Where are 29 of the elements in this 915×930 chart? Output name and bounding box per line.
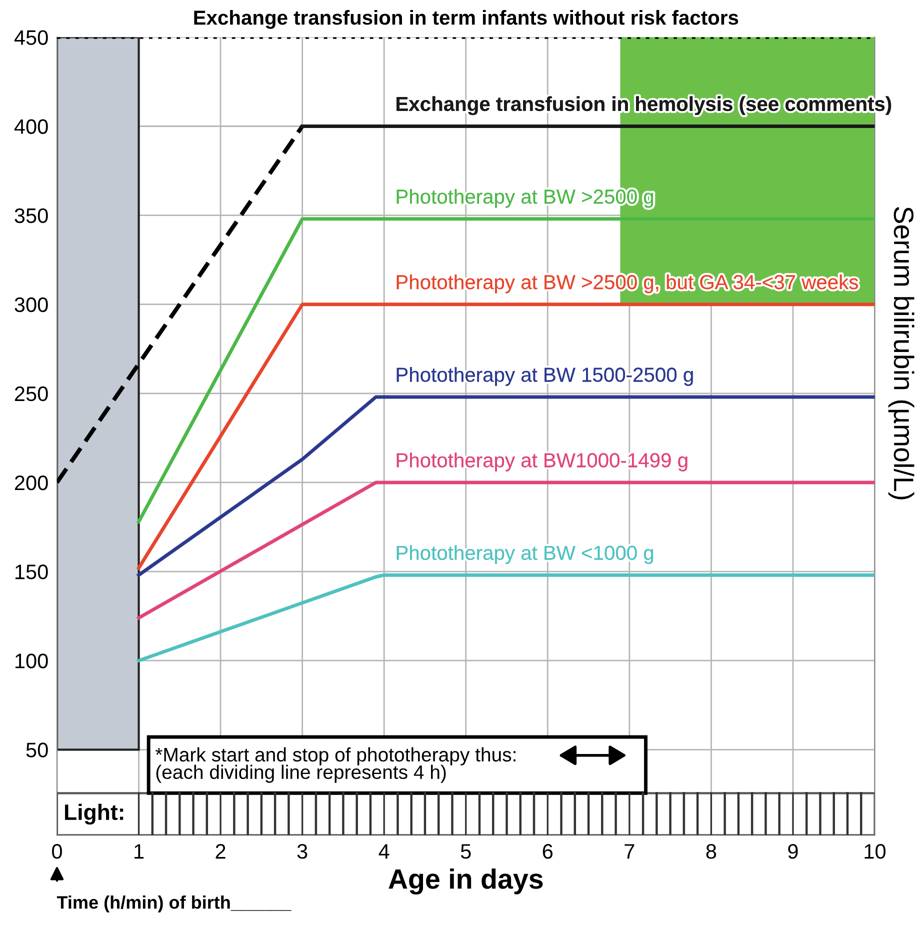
y-tick-label: 100 (16, 654, 48, 668)
y-axis-title: Serum bilirubin (µmol/L) (888, 206, 914, 500)
series-label: Phototherapy at BW <1000 g (396, 545, 654, 564)
text: Time (h/min) of birth______ (56, 896, 292, 912)
y-tick-label: 400 (14, 119, 48, 134)
x-axis-title: Age in days (388, 868, 543, 894)
y-tick-label: 50 (26, 742, 48, 758)
x-tick-label: 10 (864, 844, 886, 859)
x-tick-label: 6 (542, 844, 553, 859)
x-tick-label: 5 (460, 844, 471, 859)
y-tick-label: 200 (14, 475, 48, 490)
x-tick-label: 4 (378, 844, 390, 859)
x-tick-label: 2 (216, 844, 226, 859)
series-label: Phototherapy at BW 1500-2500 g (396, 367, 693, 386)
x-tick-label: 1 (134, 844, 144, 859)
x-tick-label: 3 (297, 844, 308, 859)
y-tick-label: 450 (14, 30, 48, 45)
y-tick-label: 300 (14, 297, 48, 312)
x-tick-label: 7 (624, 844, 634, 859)
x-tick-label: 8 (706, 844, 716, 859)
y-tick-label: 350 (14, 208, 48, 224)
annotation: Light: (65, 804, 124, 825)
y-tick-label: 150 (16, 564, 48, 580)
series-label: Phototherapy at BW1000-1499 g (396, 452, 688, 472)
x-tick-label: 9 (788, 844, 798, 859)
annotation: *Mark start and stop of phototherapy thus: (each dividing line represents 4 h) (155, 747, 516, 783)
y-tick-label: 250 (14, 386, 48, 402)
ref-line-label: Exchange transfusion in term infants without risk factors (194, 10, 738, 29)
x-tick-label: 0 (52, 844, 62, 859)
